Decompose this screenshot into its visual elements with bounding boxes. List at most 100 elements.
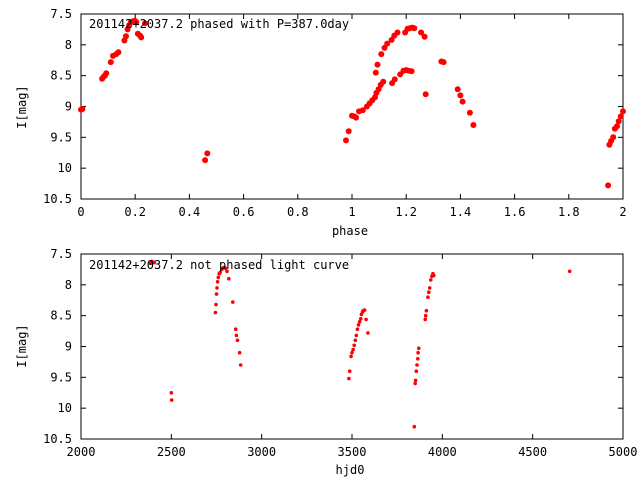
data-point [440,59,447,66]
data-point [617,113,624,120]
data-point [415,363,419,367]
phased-light-curve-panel: 0 0.2 0.4 0.6 0.8 1 1.2 1.4 1.6 1.8 2 7.5 8 8.5 9 9.5 10… [15,7,627,238]
data-point [142,20,148,27]
data-point [413,381,418,386]
y-tick-label: 7.5 [50,7,72,21]
data-point [454,86,461,93]
data-point [215,280,220,284]
data-point [123,33,129,40]
unphased-light-curve-panel: 2000 2500 3000 3500 4000 4500 5000 7.5 8 8.5 9 9.5 1… [15,247,637,477]
y-tick-label: 9 [65,100,72,114]
data-point [429,278,433,282]
data-point [610,134,617,141]
data-point [204,150,211,157]
data-point [466,109,473,116]
y-tick-label: 9.5 [50,130,72,144]
data-point [411,25,418,32]
data-point [372,69,379,76]
data-point [356,323,361,327]
y-tick-label: 10.5 [43,192,72,206]
data-points [78,17,626,189]
data-point [138,34,145,41]
data-point [615,118,622,125]
data-point [366,331,370,335]
x-tick-label: 1 [348,205,355,219]
y-tick-label: 9 [65,340,72,354]
data-point [470,122,477,128]
data-point [384,40,391,47]
data-point [353,114,360,121]
data-point [214,292,219,296]
data-point [79,106,86,112]
data-point [115,49,122,56]
data-point [423,313,428,318]
data-point [620,108,626,115]
y-tick-label: 8 [65,38,72,52]
y-tick-label: 10 [58,161,72,175]
data-point [350,350,354,355]
data-point [214,302,218,307]
data-point [432,273,436,278]
x-tick-label: 3500 [338,445,367,459]
axis-ticks [80,253,624,440]
x-tick-label: 0.6 [233,205,255,219]
x-tick-label: 0.4 [179,205,201,219]
data-point [394,29,401,36]
data-point [107,59,114,66]
data-point [354,333,359,338]
data-point [343,137,349,144]
data-point [227,276,231,281]
data-point [231,300,235,304]
plot-frame [80,253,624,440]
x-tick-label: 2000 [67,445,96,459]
y-tick-label: 10.5 [43,432,72,446]
x-tick-label: 2500 [157,445,186,459]
x-tick-label: 1.6 [504,205,526,219]
data-point [359,107,366,114]
y-tick-label: 8 [65,278,72,292]
data-point [423,317,428,322]
x-tick-label: 4000 [428,445,457,459]
data-point [408,68,415,75]
data-point [605,182,612,189]
data-point [427,286,432,290]
data-point [362,308,367,312]
data-point [353,338,358,343]
data-point [223,266,228,271]
data-point [358,317,363,321]
x-tick-label: 1.8 [558,205,580,219]
data-point [347,376,351,381]
data-point [235,338,240,343]
data-point [414,369,419,374]
data-point [352,343,357,348]
data-point [238,363,243,367]
data-point [233,327,238,332]
x-axis-label: phase [332,224,368,238]
data-point [169,398,174,402]
data-point [202,157,209,164]
data-point [459,98,466,105]
data-point [374,61,381,68]
data-point [364,317,368,322]
x-tick-label: 0.8 [287,205,309,219]
data-point [381,44,388,51]
data-point [103,70,110,77]
data-point [215,286,219,290]
y-axis-label: I[mag] [15,85,29,128]
data-point [234,333,239,338]
data-point [418,29,425,36]
x-tick-label: 0.2 [124,205,146,219]
y-tick-label: 8.5 [50,69,72,83]
data-point [345,128,352,135]
data-point [237,350,242,355]
data-point [391,76,398,83]
data-point [213,310,218,315]
data-point [422,91,429,98]
x-tick-label: 2 [619,205,626,219]
data-point [349,354,353,359]
x-tick-label: 0 [77,205,84,219]
y-tick-label: 8.5 [50,309,72,323]
x-tick-label: 3000 [247,445,276,459]
data-point [133,19,140,25]
